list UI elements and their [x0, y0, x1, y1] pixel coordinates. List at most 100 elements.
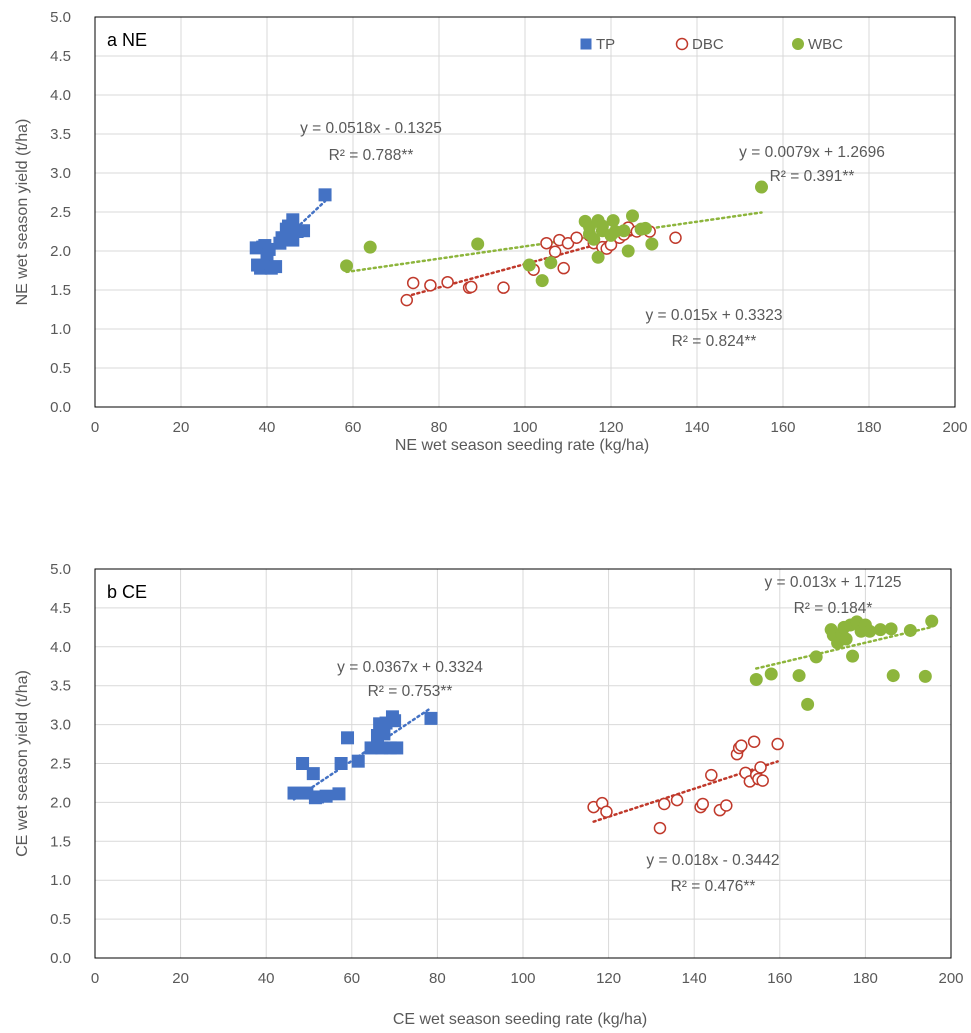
trend-equation-dbc: y = 0.018x - 0.3442	[646, 852, 779, 869]
data-point-tp	[286, 213, 300, 227]
y-tick-label: 4.5	[50, 600, 71, 617]
trend-equation-wbc: y = 0.0079x + 1.2696	[739, 144, 885, 161]
x-tick-label: 80	[429, 970, 446, 987]
data-point-wbc	[846, 649, 860, 663]
data-point-dbc	[771, 737, 784, 751]
legend-marker-dbc	[675, 37, 689, 51]
data-point-wbc	[363, 240, 377, 254]
data-point-dbc	[400, 293, 413, 307]
data-point-wbc	[903, 623, 917, 637]
data-point-dbc	[754, 761, 767, 774]
y-tick-label: 5.0	[50, 561, 71, 578]
x-tick-label: 140	[682, 970, 707, 987]
data-point-dbc	[406, 276, 420, 290]
trend-equation-tp: y = 0.0367x + 0.3324	[337, 659, 483, 676]
data-point-wbc	[645, 237, 659, 251]
chart-panel-a: 0 20 40 60 80 100 120 140 160 180 200 0.0 0.5 1.0 1.5 2…	[14, 9, 968, 454]
legend-label-tp: TP	[596, 36, 615, 53]
x-tick-label: 160	[770, 419, 795, 436]
trendline-tp	[292, 706, 433, 801]
data-point-tp	[306, 767, 320, 781]
data-point-dbc	[570, 231, 583, 244]
data-point-wbc	[471, 237, 485, 251]
series-dbc	[587, 735, 784, 835]
plot-frame	[94, 16, 956, 408]
data-point-wbc	[755, 180, 768, 194]
y-axis-title: CE wet season yield (t/ha)	[14, 670, 31, 857]
y-tick-label: 1.5	[50, 282, 71, 299]
data-point-wbc	[617, 224, 631, 238]
x-tick-label: 0	[91, 419, 99, 436]
data-point-wbc	[792, 669, 806, 683]
y-tick-label: 3.5	[50, 126, 71, 143]
trend-equation-tp: y = 0.0518x - 0.1325	[300, 120, 442, 137]
y-tick-label: 0.0	[50, 950, 71, 967]
x-tick-label: 20	[173, 419, 190, 436]
panel-label: a NE	[107, 30, 147, 50]
y-tick-label: 0.5	[50, 360, 71, 377]
data-point-wbc	[535, 274, 549, 288]
y-tick-label: 1.0	[50, 321, 71, 338]
y-tick-label: 5.0	[50, 9, 71, 26]
x-tick-label: 60	[345, 419, 362, 436]
data-point-tp	[424, 711, 438, 725]
x-tick-label: 140	[684, 419, 709, 436]
x-tick-label: 40	[259, 419, 276, 436]
data-point-wbc	[595, 219, 609, 233]
x-tick-label: 180	[853, 970, 878, 987]
data-point-tp	[332, 787, 346, 801]
data-point-wbc	[918, 669, 932, 683]
data-point-tp	[262, 242, 276, 256]
data-point-tp	[388, 714, 402, 728]
y-tick-label: 1.5	[50, 833, 71, 850]
x-tick-label: 100	[512, 419, 537, 436]
data-point-dbc	[669, 231, 682, 244]
data-point-dbc	[756, 774, 769, 787]
y-tick-label: 0.0	[50, 399, 71, 416]
y-tick-label: 0.5	[50, 911, 71, 928]
data-point-wbc	[626, 209, 639, 223]
x-axis-title: CE wet season seeding rate (kg/ha)	[393, 1011, 647, 1028]
x-tick-label: 120	[598, 419, 623, 436]
data-point-wbc	[839, 632, 853, 646]
x-tick-label: 200	[942, 419, 967, 436]
data-point-dbc	[465, 280, 478, 294]
data-point-wbc	[764, 667, 778, 681]
y-axis-title: NE wet season yield (t/ha)	[14, 119, 31, 306]
x-tick-label: 20	[172, 970, 189, 987]
plot-frame	[94, 568, 952, 959]
data-point-dbc	[747, 735, 761, 748]
y-tick-label: 2.0	[50, 794, 71, 811]
data-point-wbc	[925, 614, 939, 628]
x-axis-title: NE wet season seeding rate (kg/ha)	[395, 437, 649, 454]
data-point-dbc	[497, 281, 510, 294]
data-point-tp	[390, 741, 404, 755]
y-tick-label: 2.0	[50, 243, 71, 260]
y-tick-label: 1.0	[50, 872, 71, 889]
data-point-wbc	[809, 650, 823, 664]
data-point-tp	[377, 727, 391, 741]
series-wbc	[340, 180, 768, 288]
r-squared-dbc: R² = 0.824**	[672, 333, 757, 350]
data-point-tp	[341, 731, 355, 745]
y-tick-label: 4.0	[50, 87, 71, 104]
data-point-dbc	[561, 236, 575, 250]
x-tick-label: 160	[767, 970, 792, 987]
data-point-tp	[334, 757, 348, 770]
data-point-dbc	[540, 236, 553, 250]
data-point-wbc	[340, 259, 354, 273]
data-point-tp	[269, 260, 283, 274]
data-point-wbc	[884, 622, 898, 636]
r-squared-tp: R² = 0.788**	[329, 147, 414, 164]
data-point-wbc	[606, 214, 620, 228]
data-point-wbc	[749, 672, 763, 686]
data-point-dbc	[600, 805, 613, 818]
y-tick-label: 4.0	[50, 639, 71, 656]
series-tp	[249, 188, 332, 275]
trendline-wbc	[755, 625, 933, 670]
data-point-dbc	[441, 275, 454, 289]
data-point-dbc	[696, 797, 710, 811]
y-tick-label: 3.5	[50, 678, 71, 695]
data-point-dbc	[424, 279, 437, 292]
